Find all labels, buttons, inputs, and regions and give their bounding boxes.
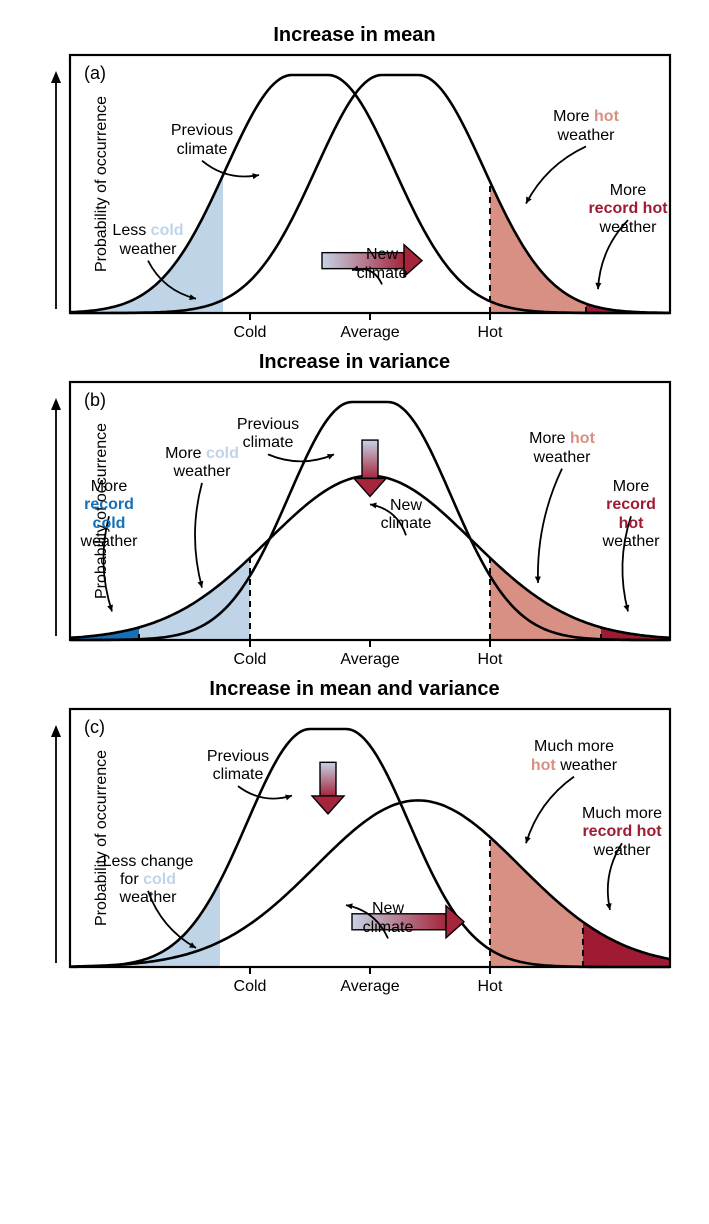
svg-text:Hot: Hot [478, 651, 503, 668]
annotation: More hotweather [526, 108, 646, 145]
annotation: Newclimate [346, 497, 466, 534]
panel-letter: (c) [84, 717, 105, 737]
svg-text:Cold: Cold [234, 324, 267, 341]
panel-title: Increase in mean and variance [20, 678, 689, 701]
annotation: Previousclimate [178, 748, 298, 785]
annotation: Less coldweather [88, 222, 208, 259]
panel-title: Increase in mean [20, 24, 689, 47]
annotation: Newclimate [322, 246, 442, 283]
shift-arrow [312, 762, 344, 814]
svg-text:Average: Average [340, 651, 399, 668]
panel-b: Increase in varianceProbability of occur… [20, 351, 689, 670]
panel-letter: (a) [84, 63, 106, 83]
panel-letter: (b) [84, 390, 106, 410]
svg-text:Hot: Hot [478, 978, 503, 995]
annotation: Morerecordcoldweather [49, 478, 169, 552]
panel-title: Increase in variance [20, 351, 689, 374]
annotation: Newclimate [328, 900, 448, 937]
shift-arrow [354, 440, 386, 496]
svg-text:Cold: Cold [234, 978, 267, 995]
annotation: Much morehot weather [514, 738, 634, 775]
annotation: Less changefor coldweather [88, 853, 208, 908]
svg-text:Average: Average [340, 978, 399, 995]
annotation: More coldweather [142, 445, 262, 482]
svg-text:Hot: Hot [478, 324, 503, 341]
annotation: More hotweather [502, 430, 622, 467]
svg-text:Average: Average [340, 324, 399, 341]
panel-c: Increase in mean and varianceProbability… [20, 678, 689, 997]
svg-text:Cold: Cold [234, 651, 267, 668]
panel-a: Increase in meanProbability of occurrenc… [20, 24, 689, 343]
annotation: Morerecordhotweather [571, 478, 691, 552]
annotation: Much morerecord hotweather [562, 805, 682, 860]
annotation: Previousclimate [142, 122, 262, 159]
annotation: Morerecord hotweather [568, 182, 688, 237]
fill-region [583, 922, 670, 967]
